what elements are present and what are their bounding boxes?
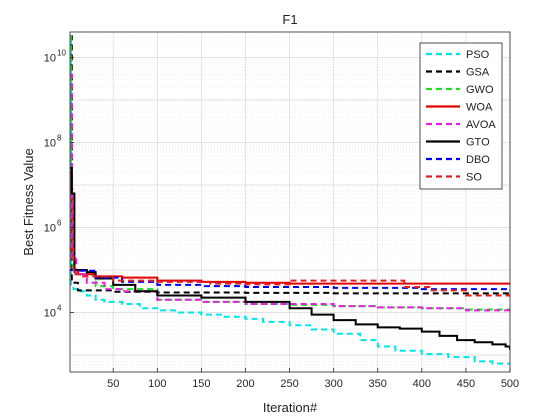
- x-tick-label: 50: [107, 378, 119, 390]
- legend-entry: SO: [466, 172, 482, 184]
- y-tick-exponent: 8: [57, 134, 62, 143]
- legend-entry: WOA: [466, 102, 493, 114]
- x-axis-label: Iteration#: [263, 400, 318, 415]
- series-line-gto: [70, 167, 510, 350]
- legend-entry: GTO: [466, 137, 490, 149]
- x-tick-label: 400: [413, 378, 431, 390]
- plot-frame: [69, 31, 511, 373]
- y-tick-exponent: 4: [57, 304, 62, 313]
- series-lines: [70, 35, 510, 365]
- series-line-so: [70, 247, 510, 297]
- legend-entry: AVOA: [466, 119, 496, 131]
- series-line-avoa: [70, 73, 510, 312]
- legend-entry: PSO: [466, 49, 490, 61]
- x-tick-label: 150: [192, 378, 210, 390]
- x-tick-label: 350: [369, 378, 387, 390]
- y-axis-label: Best Fitness Value: [21, 148, 36, 255]
- legend-entry: GWO: [466, 84, 494, 96]
- y-tick-label: 10: [44, 308, 56, 320]
- x-tick-label: 100: [148, 378, 166, 390]
- x-tick-label: 500: [501, 378, 519, 390]
- chart-title: F1: [282, 12, 297, 27]
- y-tick-label: 10: [44, 223, 56, 235]
- series-line-pso: [70, 39, 510, 365]
- x-tick-label: 450: [457, 378, 475, 390]
- legend-box: [419, 42, 503, 190]
- x-tick-label: 250: [280, 378, 298, 390]
- y-tick-exponent: 10: [57, 49, 66, 58]
- legend: PSO GSA GWO WOA AVOA GTO DBO SO: [419, 42, 503, 190]
- x-tick-label: 200: [236, 378, 254, 390]
- y-tick-exponent: 6: [57, 219, 62, 228]
- legend-entry: DBO: [466, 154, 490, 166]
- y-tick-label: 10: [44, 53, 56, 65]
- y-tick-label: 10: [44, 138, 56, 150]
- legend-entry: GSA: [466, 67, 490, 79]
- x-tick-label: 300: [324, 378, 342, 390]
